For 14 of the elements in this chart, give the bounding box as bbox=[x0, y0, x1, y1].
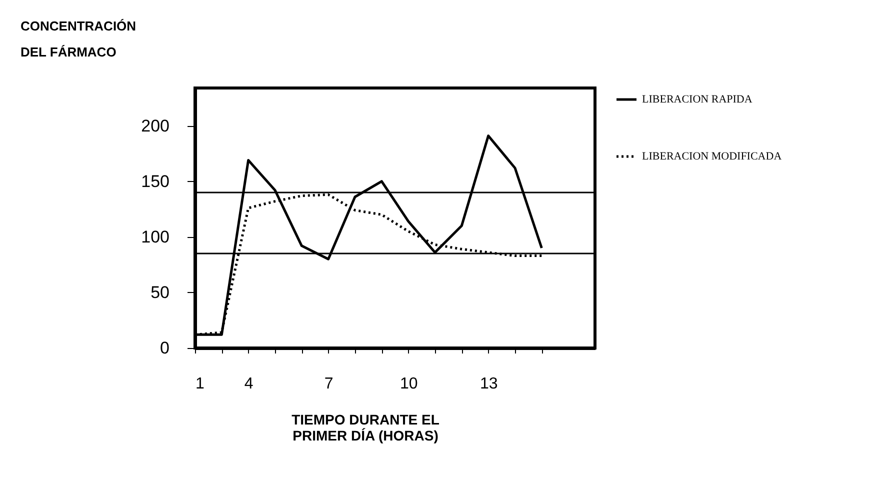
legend-label: LIBERACION MODIFICADA bbox=[642, 150, 782, 162]
y-tick-label: 0 bbox=[160, 338, 170, 358]
x-tick-label: 7 bbox=[324, 376, 334, 392]
x-tick-label: 4 bbox=[244, 376, 254, 392]
x-tick-label: 10 bbox=[400, 376, 418, 392]
y-tick-label: 200 bbox=[141, 116, 170, 136]
y-tick-label: 50 bbox=[150, 282, 170, 302]
y-axis-title: CONCENTRACIÓN DEL FÁRMACO bbox=[20, 18, 136, 60]
legend-label: LIBERACION RAPIDA bbox=[642, 94, 752, 106]
y-tick-label: 100 bbox=[141, 227, 170, 246]
x-axis-title: TIEMPO DURANTE EL PRIMER DÍA (HORAS) bbox=[292, 412, 440, 444]
y-tick-label: 150 bbox=[141, 172, 170, 191]
x-tick-label: 13 bbox=[480, 376, 498, 392]
x-tick-label: 1 bbox=[196, 376, 204, 392]
